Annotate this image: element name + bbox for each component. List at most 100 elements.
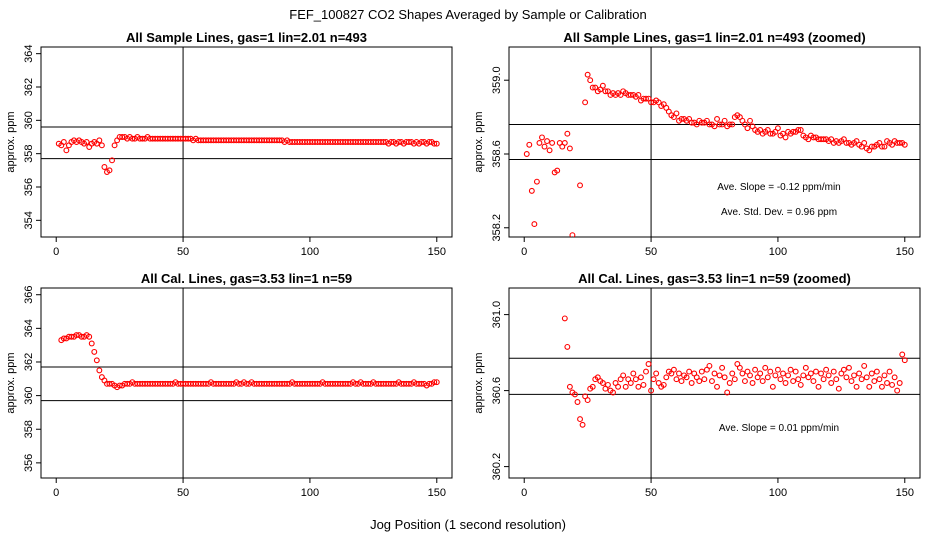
data-point bbox=[830, 368, 837, 375]
data-point bbox=[202, 380, 209, 387]
data-point bbox=[345, 380, 351, 387]
data-point bbox=[736, 364, 743, 371]
data-point bbox=[405, 380, 412, 387]
data-point bbox=[630, 370, 637, 377]
data-point bbox=[60, 335, 67, 342]
data-points bbox=[55, 134, 440, 175]
data-point bbox=[627, 380, 634, 386]
x-tick-label: 50 bbox=[177, 246, 189, 258]
data-point bbox=[767, 130, 774, 137]
data-point bbox=[724, 389, 731, 396]
data-point bbox=[795, 376, 802, 383]
data-point bbox=[863, 374, 870, 381]
data-point bbox=[772, 372, 779, 379]
data-point bbox=[802, 364, 809, 371]
data-point bbox=[523, 151, 530, 157]
data-point bbox=[815, 383, 822, 390]
data-point bbox=[721, 117, 728, 124]
data-point bbox=[635, 92, 642, 98]
data-point bbox=[787, 366, 794, 373]
y-tick-label: 364 bbox=[23, 319, 35, 337]
data-point bbox=[599, 380, 606, 386]
data-point bbox=[769, 383, 776, 390]
data-point bbox=[96, 137, 103, 144]
data-point bbox=[848, 378, 855, 385]
data-point bbox=[544, 138, 551, 145]
data-point bbox=[792, 368, 799, 375]
data-point bbox=[774, 366, 781, 373]
data-point bbox=[109, 157, 115, 164]
data-point bbox=[726, 121, 733, 128]
data-point bbox=[86, 333, 93, 340]
x-tick-label: 0 bbox=[521, 246, 527, 258]
data-point bbox=[426, 139, 433, 145]
data-point bbox=[380, 139, 387, 145]
data-point bbox=[759, 378, 766, 385]
data-point bbox=[418, 139, 425, 145]
data-point bbox=[813, 368, 819, 375]
data-point bbox=[884, 380, 890, 386]
chart-panel-2: All Sample Lines, gas=1 lin=2.01 n=493 (… bbox=[473, 30, 921, 258]
data-point bbox=[390, 380, 397, 387]
data-point bbox=[566, 145, 573, 152]
data-point bbox=[696, 378, 703, 385]
data-point bbox=[235, 380, 242, 387]
data-point bbox=[584, 71, 591, 78]
annotation: Ave. Slope = -0.12 ppm/min bbox=[717, 182, 841, 193]
data-point bbox=[820, 376, 827, 383]
data-point bbox=[716, 372, 723, 379]
data-point bbox=[569, 232, 576, 237]
data-point bbox=[774, 125, 781, 132]
data-point bbox=[762, 364, 769, 371]
data-point bbox=[648, 99, 655, 106]
data-point bbox=[840, 366, 847, 373]
annotation: Ave. Slope = 0.01 ppm/min bbox=[719, 423, 839, 434]
data-point bbox=[749, 380, 756, 386]
data-point bbox=[810, 378, 817, 385]
data-point bbox=[673, 110, 680, 117]
data-point bbox=[881, 372, 888, 379]
data-point bbox=[284, 380, 291, 387]
data-point bbox=[615, 383, 622, 390]
y-axis-label: approx. ppm bbox=[5, 352, 17, 413]
x-tick-label: 50 bbox=[177, 487, 189, 499]
data-point bbox=[68, 333, 75, 340]
y-axis-label: approx. ppm bbox=[473, 352, 485, 413]
chart-title: All Cal. Lines, gas=3.53 lin=1 n=59 (zoo… bbox=[578, 271, 851, 286]
data-point bbox=[744, 125, 751, 132]
data-point bbox=[899, 351, 906, 358]
data-point bbox=[881, 143, 888, 150]
data-point bbox=[653, 370, 660, 377]
data-point bbox=[604, 381, 611, 388]
data-point bbox=[620, 372, 627, 379]
data-point bbox=[820, 136, 827, 143]
x-tick-label: 100 bbox=[301, 487, 319, 499]
data-points bbox=[523, 71, 908, 237]
chart-title: All Cal. Lines, gas=3.53 lin=1 n=59 bbox=[141, 271, 352, 286]
data-point bbox=[853, 383, 860, 390]
y-tick-label: 360.2 bbox=[491, 453, 503, 481]
data-point bbox=[726, 380, 733, 386]
data-point bbox=[818, 370, 825, 377]
x-tick-label: 150 bbox=[428, 246, 446, 258]
x-tick-label: 50 bbox=[645, 487, 657, 499]
data-point bbox=[833, 376, 840, 383]
data-point bbox=[676, 370, 682, 377]
x-tick-label: 50 bbox=[645, 246, 657, 258]
data-point bbox=[582, 99, 589, 106]
data-point bbox=[83, 139, 90, 145]
data-point bbox=[790, 378, 797, 385]
data-point bbox=[807, 370, 814, 377]
data-point bbox=[739, 370, 746, 377]
data-point bbox=[228, 380, 235, 387]
data-point bbox=[698, 119, 705, 126]
data-point bbox=[566, 383, 573, 390]
y-tick-label: 364 bbox=[23, 44, 35, 62]
data-point bbox=[785, 372, 792, 379]
data-point bbox=[896, 380, 903, 386]
data-point bbox=[797, 127, 804, 133]
y-tick-label: 358 bbox=[23, 420, 35, 438]
y-tick-label: 356 bbox=[23, 454, 35, 472]
data-point bbox=[632, 376, 639, 383]
data-point bbox=[810, 134, 817, 141]
